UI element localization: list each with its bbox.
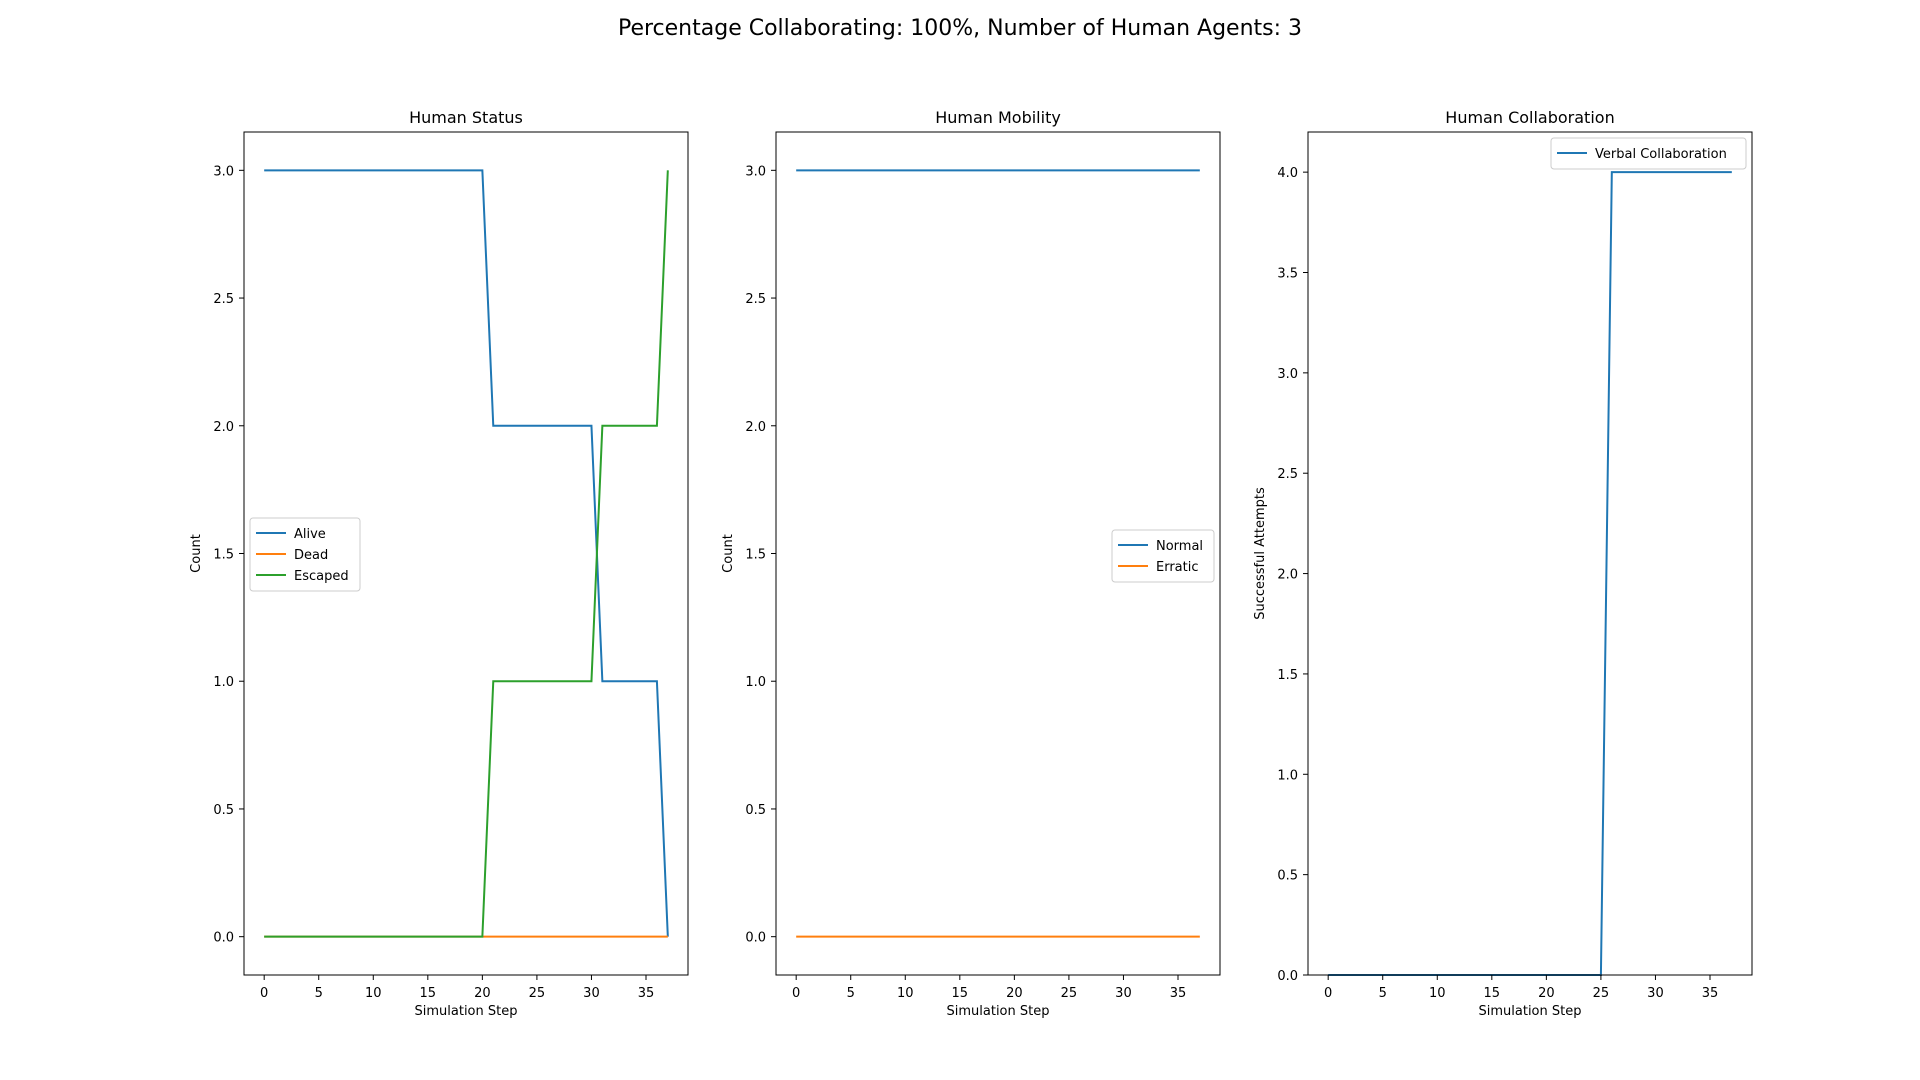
axes-frame [1307, 131, 1753, 976]
y-tick-label: 0.0 [1277, 969, 1298, 984]
series-line-alive [264, 169, 669, 937]
legend-box [1111, 529, 1215, 583]
y-tick-label: 2.5 [1277, 467, 1298, 482]
y-tick-label: 3.5 [1277, 267, 1298, 282]
x-tick-label: 10 [365, 986, 382, 1001]
x-tick-label: 15 [420, 986, 437, 1001]
x-tick-label: 35 [638, 986, 655, 1001]
y-tick-label: 1.5 [1277, 668, 1298, 683]
x-tick-label: 35 [1702, 986, 1719, 1001]
y-tick-label: 1.0 [213, 675, 234, 690]
y-tick-label: 0.5 [1277, 869, 1298, 884]
x-tick-label: 30 [1115, 986, 1132, 1001]
x-tick-label: 15 [1484, 986, 1501, 1001]
y-tick-label: 2.5 [745, 292, 766, 307]
y-tick-label: 3.0 [745, 164, 766, 179]
x-tick-label: 15 [952, 986, 969, 1001]
series-line-verbal-collaboration [1328, 171, 1732, 976]
y-tick-label: 2.0 [745, 420, 766, 435]
y-axis-label: Count [721, 534, 736, 573]
y-tick-label: 0.5 [213, 803, 234, 818]
y-tick-label: 0.0 [745, 931, 766, 946]
y-axis-label: Count [189, 534, 204, 573]
legend-label: Dead [294, 548, 328, 563]
y-tick-label: 3.0 [213, 164, 234, 179]
x-tick-label: 25 [1593, 986, 1610, 1001]
x-tick-label: 20 [1006, 986, 1023, 1001]
series-line-escaped [264, 170, 669, 938]
legend-box [249, 517, 361, 592]
y-tick-label: 1.0 [1277, 768, 1298, 783]
y-tick-label: 3.0 [1277, 367, 1298, 382]
figure-title: Percentage Collaborating: 100%, Number o… [617, 16, 1303, 41]
x-axis-label: Simulation Step [1479, 1004, 1582, 1019]
x-tick-label: 20 [1538, 986, 1555, 1001]
x-tick-label: 30 [1647, 986, 1664, 1001]
y-tick-label: 2.0 [1277, 568, 1298, 583]
legend-label: Verbal Collaboration [1595, 147, 1727, 162]
x-axis-label: Simulation Step [947, 1004, 1050, 1019]
x-tick-label: 35 [1170, 986, 1187, 1001]
y-tick-label: 1.5 [213, 548, 234, 563]
legend: Verbal Collaboration [1550, 137, 1747, 170]
y-tick-label: 1.0 [745, 675, 766, 690]
legend: Alive Dead Escaped [249, 517, 361, 592]
x-axis-label: Simulation Step [415, 1004, 518, 1019]
y-tick-label: 1.5 [745, 548, 766, 563]
y-tick-label: 4.0 [1277, 166, 1298, 181]
y-tick-label: 2.5 [213, 292, 234, 307]
x-tick-label: 5 [1379, 986, 1387, 1001]
x-tick-label: 0 [1324, 986, 1332, 1001]
y-tick-label: 0.0 [213, 931, 234, 946]
x-tick-label: 20 [474, 986, 491, 1001]
y-tick-label: 0.5 [745, 803, 766, 818]
y-tick-label: 2.0 [213, 420, 234, 435]
subplot-2: 0 5 10 15 20 25 30 35 0.0 0.5 1.0 1.5 2.0 2.5 3.0 Human… [721, 108, 1221, 1019]
x-tick-label: 25 [1061, 986, 1078, 1001]
legend-label: Alive [294, 527, 326, 542]
x-tick-label: 25 [529, 986, 546, 1001]
x-tick-label: 0 [792, 986, 800, 1001]
subplot-title: Human Mobility [935, 108, 1061, 127]
subplot-title: Human Status [409, 108, 523, 127]
subplot-3: 0 5 10 15 20 25 30 35 0.0 0.5 1.0 1.5 2.0 2.5 3.0 3.5 4.… [1253, 108, 1753, 1019]
x-tick-label: 5 [315, 986, 323, 1001]
x-tick-label: 5 [847, 986, 855, 1001]
subplot-1: 0 5 10 15 20 25 30 35 0.0 0.5 1.0 1.5 2.0 2.5 3.0 Human… [189, 108, 689, 1019]
legend-label: Erratic [1156, 560, 1199, 575]
legend-label: Escaped [294, 569, 349, 584]
y-axis-label: Successful Attempts [1253, 487, 1268, 620]
x-tick-label: 10 [897, 986, 914, 1001]
legend: Normal Erratic [1111, 529, 1215, 583]
legend-label: Normal [1156, 539, 1203, 554]
x-tick-label: 10 [1429, 986, 1446, 1001]
x-tick-label: 0 [260, 986, 268, 1001]
subplot-title: Human Collaboration [1445, 108, 1614, 127]
legend-box [1550, 137, 1747, 170]
x-tick-label: 30 [583, 986, 600, 1001]
